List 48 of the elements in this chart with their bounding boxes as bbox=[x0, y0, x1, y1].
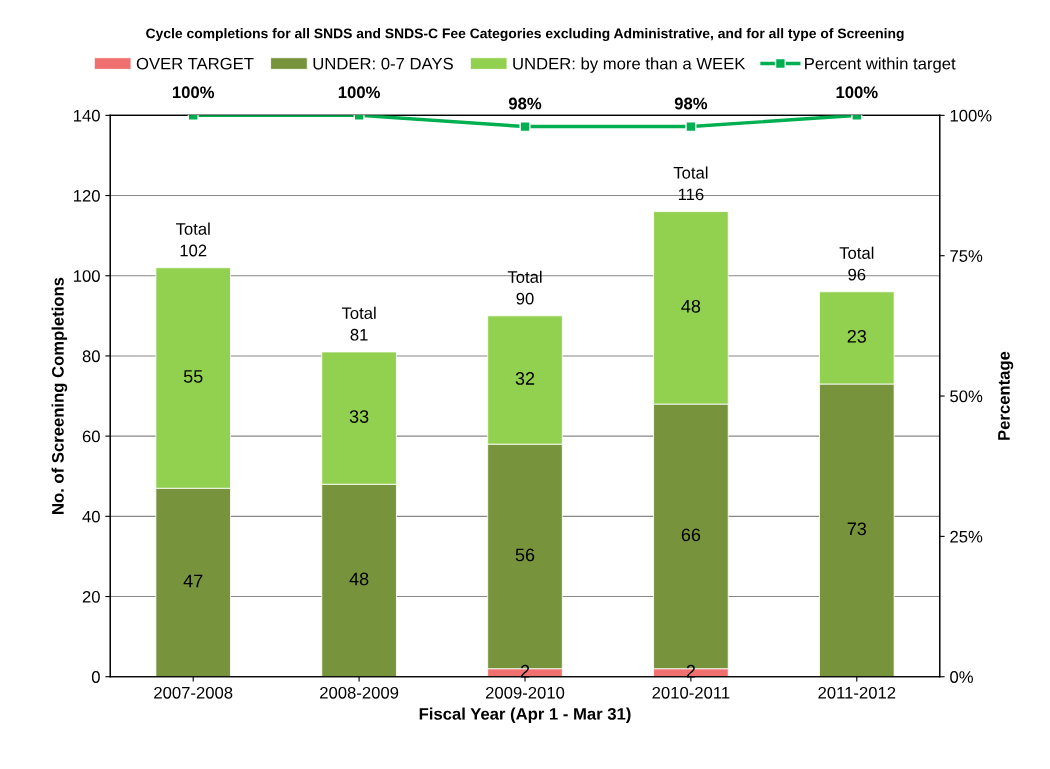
data-label: 66 bbox=[681, 528, 701, 542]
data-label: 98% bbox=[674, 97, 708, 110]
data-label: 23 bbox=[847, 329, 867, 343]
data-label: 47 bbox=[183, 574, 203, 588]
total-label: Total 90 bbox=[507, 270, 542, 305]
data-label: 100% bbox=[172, 86, 215, 99]
y2-axis-title: Percentage bbox=[998, 351, 1014, 440]
y2-tick-label: 50% bbox=[950, 390, 983, 403]
data-label: 32 bbox=[515, 372, 535, 385]
data-label: 33 bbox=[349, 410, 369, 423]
y-tick-label: 20 bbox=[82, 590, 100, 603]
chart-title: Cycle completions for all SNDS and SNDS-C Fee Categories excluding Administrative, and for all type of Screening bbox=[146, 28, 904, 42]
total-label: Total 116 bbox=[673, 166, 708, 201]
total-label: Total 102 bbox=[175, 222, 210, 257]
data-label: 48 bbox=[349, 572, 369, 586]
data-label: 2 bbox=[520, 664, 530, 678]
x-tick-label: 2009-2010 bbox=[485, 686, 565, 699]
x-axis-title: Fiscal Year (Apr 1 - Mar 31) bbox=[419, 707, 631, 724]
y2-tick-label: 100% bbox=[950, 109, 992, 122]
data-label: 56 bbox=[515, 548, 535, 562]
total-label: Total 96 bbox=[839, 246, 874, 281]
y-tick-label: 120 bbox=[73, 189, 100, 202]
y2-tick-label: 75% bbox=[950, 250, 983, 262]
y-axis-title: No. of Screening Completions bbox=[51, 277, 68, 514]
y2-tick-label: 25% bbox=[950, 530, 983, 543]
legend-label: Percent within target bbox=[805, 57, 956, 73]
data-label: 100% bbox=[338, 86, 380, 99]
y-tick-label: 0 bbox=[91, 671, 100, 683]
y-tick-label: 100 bbox=[73, 270, 100, 282]
y-tick-label: 60 bbox=[82, 430, 100, 443]
legend-label: UNDER: by more than a WEEK bbox=[513, 57, 746, 73]
y-tick-label: 140 bbox=[73, 109, 100, 122]
x-tick-label: 2008-2009 bbox=[320, 686, 399, 699]
y-tick-label: 40 bbox=[82, 510, 100, 523]
data-label: 98% bbox=[508, 97, 542, 110]
data-label: 48 bbox=[681, 299, 701, 313]
data-label: 55 bbox=[183, 370, 203, 383]
y2-tick-label: 0% bbox=[950, 671, 973, 683]
data-label: 2 bbox=[686, 664, 696, 678]
x-tick-label: 2010-2011 bbox=[652, 686, 730, 699]
x-tick-label: 2011-2012 bbox=[818, 686, 896, 699]
legend-label: UNDER: 0-7 DAYS bbox=[313, 57, 453, 70]
data-label: 73 bbox=[847, 522, 867, 536]
data-label: 100% bbox=[836, 86, 878, 99]
y-tick-label: 80 bbox=[82, 350, 100, 363]
legend-label: OVER TARGET bbox=[136, 57, 254, 70]
x-tick-label: 2007-2008 bbox=[154, 686, 233, 699]
total-label: Total 81 bbox=[341, 306, 376, 341]
